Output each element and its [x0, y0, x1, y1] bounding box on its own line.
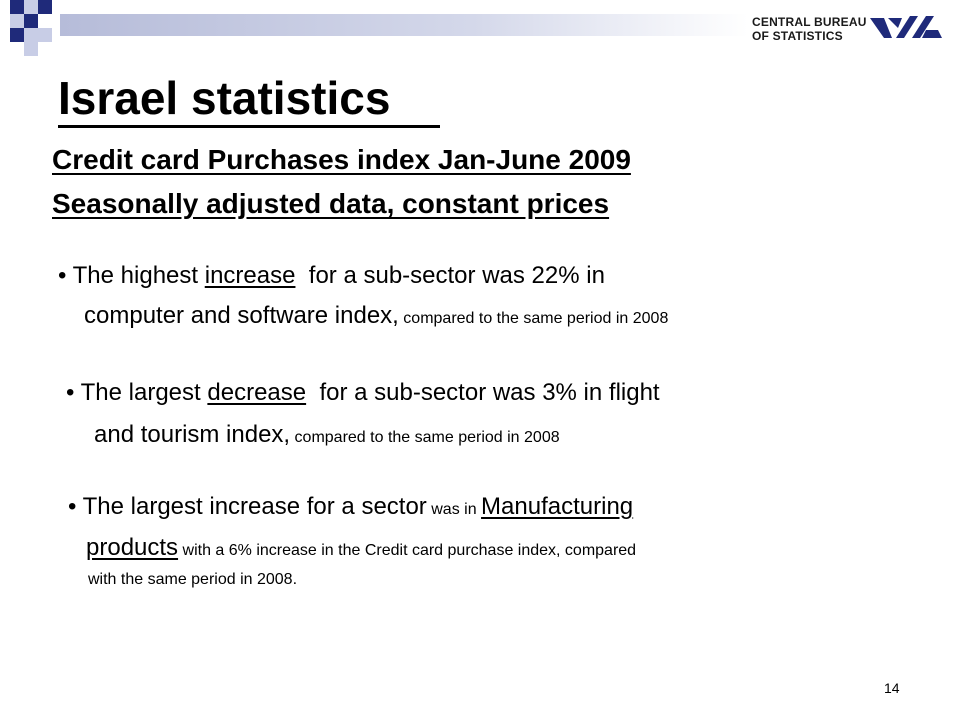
bullet1-small-text: compared to the same period in 2008	[398, 310, 669, 327]
bullet3-underlined-word2: products	[86, 534, 179, 561]
bullet2-main-text: and tourism index,	[94, 421, 291, 448]
bullet2-text-b: for a sub-sector was 3% in flight	[306, 379, 660, 406]
bullet3-text-a: The largest increase for a sector	[76, 493, 427, 520]
bullet3-line3: with the same period in 2008.	[88, 571, 298, 588]
bullet3-underlined-word: Manufacturing	[481, 493, 634, 520]
bullet3-line2: products with a 6% increase in the Credi…	[86, 533, 636, 566]
logo-text-line1: CENTRAL BUREAU	[752, 15, 867, 29]
bullet2-line1: • The largest decrease for a sub-sector …	[66, 378, 660, 408]
bullet1-marker: •	[58, 262, 67, 289]
bullet2-marker: •	[66, 379, 75, 406]
page-number: 14	[884, 680, 900, 696]
bullet2-small-text: compared to the same period in 2008	[290, 429, 560, 446]
bullet1-text-b: for a sub-sector was 22% in	[295, 262, 605, 289]
header-gradient-bar	[60, 14, 748, 36]
subtitle-line1: Credit card Purchases index Jan-June 200…	[52, 144, 631, 175]
bullet3-marker: •	[68, 493, 77, 520]
cbs-emblem-icon	[870, 16, 942, 38]
bullet2-text-a: The largest	[74, 379, 208, 406]
bullet2-line2: and tourism index, compared to the same …	[94, 420, 560, 453]
subtitle-line2: Seasonally adjusted data, constant price…	[52, 188, 610, 219]
bullet1-line2: computer and software index, compared to…	[84, 301, 668, 334]
bullet2-underlined-word: decrease	[207, 379, 307, 406]
bullet3-small-text2: with a 6% increase in the Credit card pu…	[178, 542, 637, 559]
bullet1-main-text: computer and software index,	[84, 302, 399, 329]
cbs-logo: CENTRAL BUREAU OF STATISTICS	[750, 10, 950, 50]
bullet1-line1: • The highest increase for a sub-sector …	[58, 261, 605, 291]
corner-squares-decoration	[10, 0, 52, 56]
title-underline	[58, 125, 440, 128]
bullet1-underlined-word: increase	[204, 262, 296, 289]
bullet1-text-a: The highest	[66, 262, 205, 289]
bullet3-line1: • The largest increase for a sector was …	[68, 492, 633, 525]
bullet3-small-text: was in	[426, 501, 482, 518]
page-title: Israel statistics	[58, 72, 391, 124]
logo-text-line2: OF STATISTICS	[752, 29, 843, 43]
